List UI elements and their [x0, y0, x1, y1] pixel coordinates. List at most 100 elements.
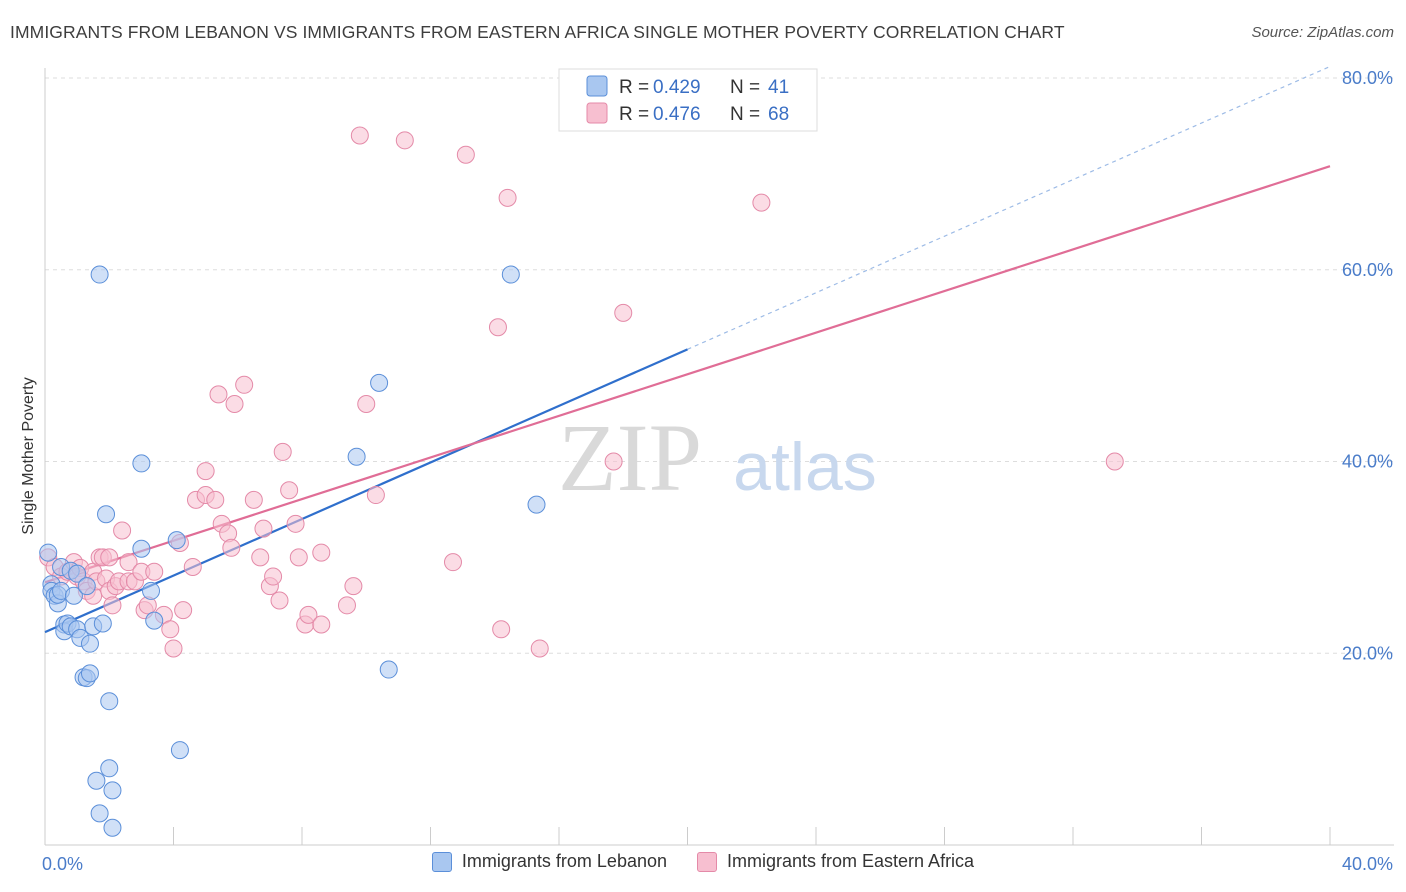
point-eastern-africa [289, 548, 308, 567]
point-lebanon [103, 818, 122, 837]
trend-extension-lebanon [687, 65, 1331, 350]
legend-r-value-2: 0.476 [653, 104, 701, 125]
point-eastern-africa [225, 394, 244, 413]
point-lebanon [93, 614, 112, 633]
point-lebanon [68, 564, 87, 583]
grid-lines [45, 77, 1394, 654]
point-lebanon [80, 664, 99, 683]
point-eastern-africa [344, 577, 363, 596]
trend-line-eastern-africa [44, 165, 1331, 584]
point-eastern-africa [273, 442, 292, 461]
point-eastern-africa [174, 601, 193, 620]
series-legend-item-lebanon: Immigrants from Lebanon [431, 851, 667, 872]
series-name-eastern-africa: Immigrants from Eastern Africa [727, 851, 975, 871]
point-eastern-africa [280, 481, 299, 500]
point-eastern-africa [614, 303, 633, 322]
point-lebanon [87, 771, 106, 790]
point-lebanon [170, 741, 189, 760]
watermark-zip: ZIP [558, 404, 702, 511]
legend-n-label-2: N = [730, 104, 760, 125]
point-eastern-africa [488, 318, 507, 337]
point-lebanon [80, 634, 99, 653]
series-legend: Immigrants from Lebanon Immigrants from … [0, 851, 1406, 872]
point-eastern-africa [337, 596, 356, 615]
legend-r-value-1: 0.429 [653, 77, 701, 98]
point-lebanon [39, 543, 58, 562]
series-swatch-lebanon [431, 851, 452, 872]
point-lebanon [64, 586, 83, 605]
point-eastern-africa [209, 385, 228, 404]
point-lebanon [103, 781, 122, 800]
point-eastern-africa [119, 553, 138, 572]
point-eastern-africa [498, 188, 517, 207]
point-lebanon [132, 454, 151, 473]
point-eastern-africa [196, 462, 215, 481]
point-eastern-africa [312, 615, 331, 634]
point-lebanon [379, 660, 398, 679]
point-eastern-africa [206, 490, 225, 509]
series-legend-item-eastern-africa: Immigrants from Eastern Africa [697, 851, 974, 872]
point-eastern-africa [1105, 452, 1124, 471]
point-lebanon [100, 759, 119, 778]
point-lebanon [77, 577, 96, 596]
point-eastern-africa [604, 452, 623, 471]
point-eastern-africa [251, 548, 270, 567]
source-label: Source: ZipAtlas.com [1251, 24, 1394, 41]
point-lebanon [100, 692, 119, 711]
watermark: ZIP atlas [558, 404, 877, 511]
point-lebanon [167, 531, 186, 550]
point-eastern-africa [103, 596, 122, 615]
legend-swatch-blue [586, 75, 608, 97]
point-lebanon [370, 373, 389, 392]
point-eastern-africa [366, 486, 385, 505]
point-eastern-africa [312, 543, 331, 562]
point-eastern-africa [752, 193, 771, 212]
point-lebanon [527, 495, 546, 514]
point-eastern-africa [161, 620, 180, 639]
legend-swatch-pink [586, 102, 608, 124]
legend-n-label-1: N = [730, 77, 760, 98]
point-eastern-africa [235, 375, 254, 394]
axes [44, 68, 1394, 846]
point-lebanon [501, 265, 520, 284]
point-lebanon [97, 505, 116, 524]
point-eastern-africa [264, 567, 283, 586]
point-eastern-africa [145, 562, 164, 581]
point-eastern-africa [350, 126, 369, 145]
point-eastern-africa [443, 553, 462, 572]
legend-n-value-1: 41 [768, 77, 789, 98]
point-eastern-africa [357, 394, 376, 413]
point-lebanon [347, 447, 366, 466]
legend-r-label-1: R = [619, 77, 649, 98]
watermark-atlas: atlas [733, 429, 877, 505]
point-lebanon [90, 265, 109, 284]
point-eastern-africa [299, 605, 318, 624]
point-eastern-africa [395, 131, 414, 150]
tick-labels: 20.0% 40.0% 60.0% 80.0% 0.0% 40.0% [42, 68, 1393, 874]
point-eastern-africa [530, 639, 549, 658]
data-points [39, 126, 1124, 837]
point-eastern-africa [270, 591, 289, 610]
series-swatch-eastern-africa [697, 851, 717, 872]
y-tick-label: 40.0% [1342, 452, 1393, 472]
point-eastern-africa [254, 519, 273, 538]
y-tick-label: 60.0% [1342, 260, 1393, 280]
y-tick-label: 80.0% [1342, 68, 1393, 88]
point-eastern-africa [244, 490, 263, 509]
point-eastern-africa [456, 145, 475, 164]
stats-legend: R = 0.429 N = 41 R = 0.476 N = 68 [558, 68, 818, 132]
point-eastern-africa [183, 557, 202, 576]
x-tick-label: 40.0% [1342, 854, 1393, 874]
point-lebanon [90, 804, 109, 823]
point-eastern-africa [492, 620, 511, 639]
series-name-lebanon: Immigrants from Lebanon [461, 851, 667, 871]
point-eastern-africa [164, 639, 183, 658]
legend-r-label-2: R = [619, 104, 649, 125]
point-lebanon [145, 611, 164, 630]
x-tick-label: 0.0% [42, 854, 83, 874]
y-axis-label: Single Mother Poverty [20, 377, 37, 534]
point-eastern-africa [286, 514, 305, 533]
point-eastern-africa [222, 538, 241, 557]
point-lebanon [132, 539, 151, 558]
